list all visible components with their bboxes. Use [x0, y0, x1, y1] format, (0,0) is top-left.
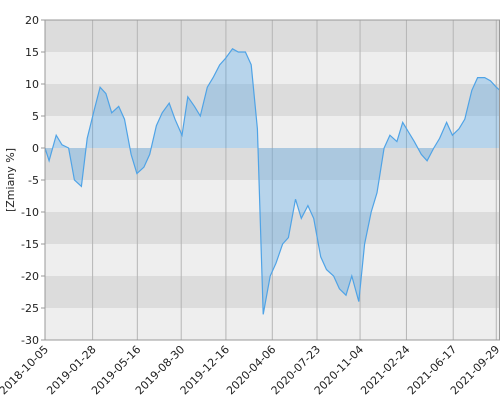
x-tick-label: 2021-02-24	[358, 343, 412, 397]
y-tick-label: 15	[25, 46, 39, 59]
y-tick-label: -5	[28, 174, 39, 187]
y-tick-label: -15	[21, 238, 39, 251]
y-tick-label: 0	[32, 142, 39, 155]
y-tick-label: 5	[32, 110, 39, 123]
y-tick-label: -20	[21, 270, 39, 283]
area	[45, 48, 500, 315]
y-tick-label: -10	[21, 206, 39, 219]
y-tick-label: -25	[21, 302, 39, 315]
y-axis-label: [Zmiany %]	[4, 148, 17, 212]
y-tick-label: 10	[25, 78, 39, 91]
line	[44, 48, 500, 315]
y-tick-label: -30	[21, 334, 39, 347]
y-tick-label: 20	[25, 14, 39, 27]
x-tick-label: 2018-10-05	[0, 343, 51, 397]
